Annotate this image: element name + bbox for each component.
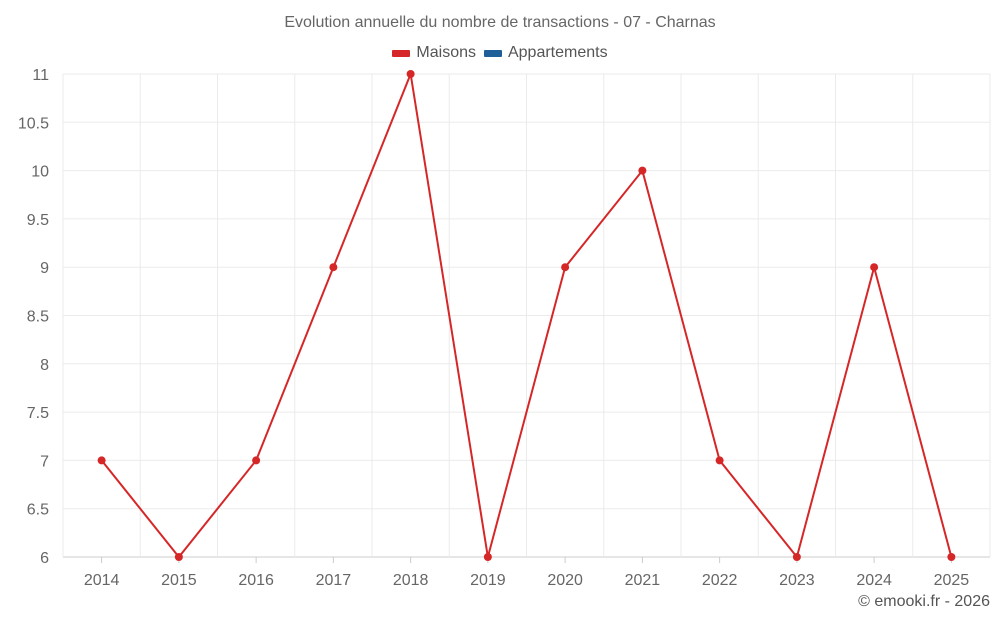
data-point[interactable] <box>174 553 183 561</box>
x-tick-label: 2019 <box>470 572 506 589</box>
y-tick-label: 9.5 <box>27 212 49 229</box>
y-tick-label: 6.5 <box>27 502 49 519</box>
x-tick-label: 2022 <box>702 572 738 589</box>
series-line-maisons <box>100 70 953 560</box>
legend-item-maisons[interactable]: Maisons <box>392 44 476 62</box>
y-tick-label: 10 <box>31 164 49 181</box>
y-tick-label: 8.5 <box>27 309 49 326</box>
y-tick-label: 8 <box>40 357 49 374</box>
x-tick-label: 2018 <box>393 572 429 589</box>
axes: 6 6.5 7 7.5 8 8.5 9 9.5 10 10.5 11 2014 2015 2016 2017… <box>18 67 969 589</box>
legend-label-appartements: Appartements <box>507 44 608 61</box>
y-tick-label: 6 <box>40 550 49 567</box>
x-tick-label: 2015 <box>161 572 197 589</box>
data-point[interactable] <box>870 263 879 272</box>
legend-label-maisons: Maisons <box>416 44 476 61</box>
y-tick-label: 7 <box>40 453 49 470</box>
data-point[interactable] <box>561 263 570 272</box>
data-point[interactable] <box>252 456 261 465</box>
x-tick-label: 2023 <box>779 572 815 589</box>
x-tick-label: 2021 <box>625 572 661 589</box>
legend: Maisons Appartements <box>0 44 1000 62</box>
y-tick-label: 9 <box>40 260 49 277</box>
data-point[interactable] <box>97 456 106 465</box>
data-point[interactable] <box>483 553 492 561</box>
y-tick-label: 7.5 <box>27 405 49 422</box>
x-tick-label: 2025 <box>934 572 970 589</box>
y-tick-label: 11 <box>32 67 49 84</box>
x-tick-label: 2016 <box>238 572 274 589</box>
x-tick-label: 2017 <box>316 572 352 589</box>
data-point[interactable] <box>406 70 415 78</box>
data-point[interactable] <box>329 263 338 272</box>
credit-text: © emooki.fr - 2026 <box>858 593 990 610</box>
series <box>97 70 956 561</box>
x-tick-label: 2024 <box>856 572 892 589</box>
legend-swatch-appartements <box>483 49 502 57</box>
data-point[interactable] <box>947 553 956 561</box>
x-tick-label: 2014 <box>84 572 120 589</box>
data-point[interactable] <box>792 553 801 561</box>
legend-swatch-maisons <box>392 49 411 57</box>
x-tick-label: 2020 <box>547 572 583 589</box>
chart-title: Evolution annuelle du nombre de transact… <box>284 14 716 31</box>
y-tick-label: 10.5 <box>18 115 49 132</box>
data-point[interactable] <box>638 166 647 175</box>
legend-item-appartements[interactable]: Appartements <box>483 44 608 62</box>
grid <box>62 73 991 558</box>
data-point[interactable] <box>715 456 724 465</box>
